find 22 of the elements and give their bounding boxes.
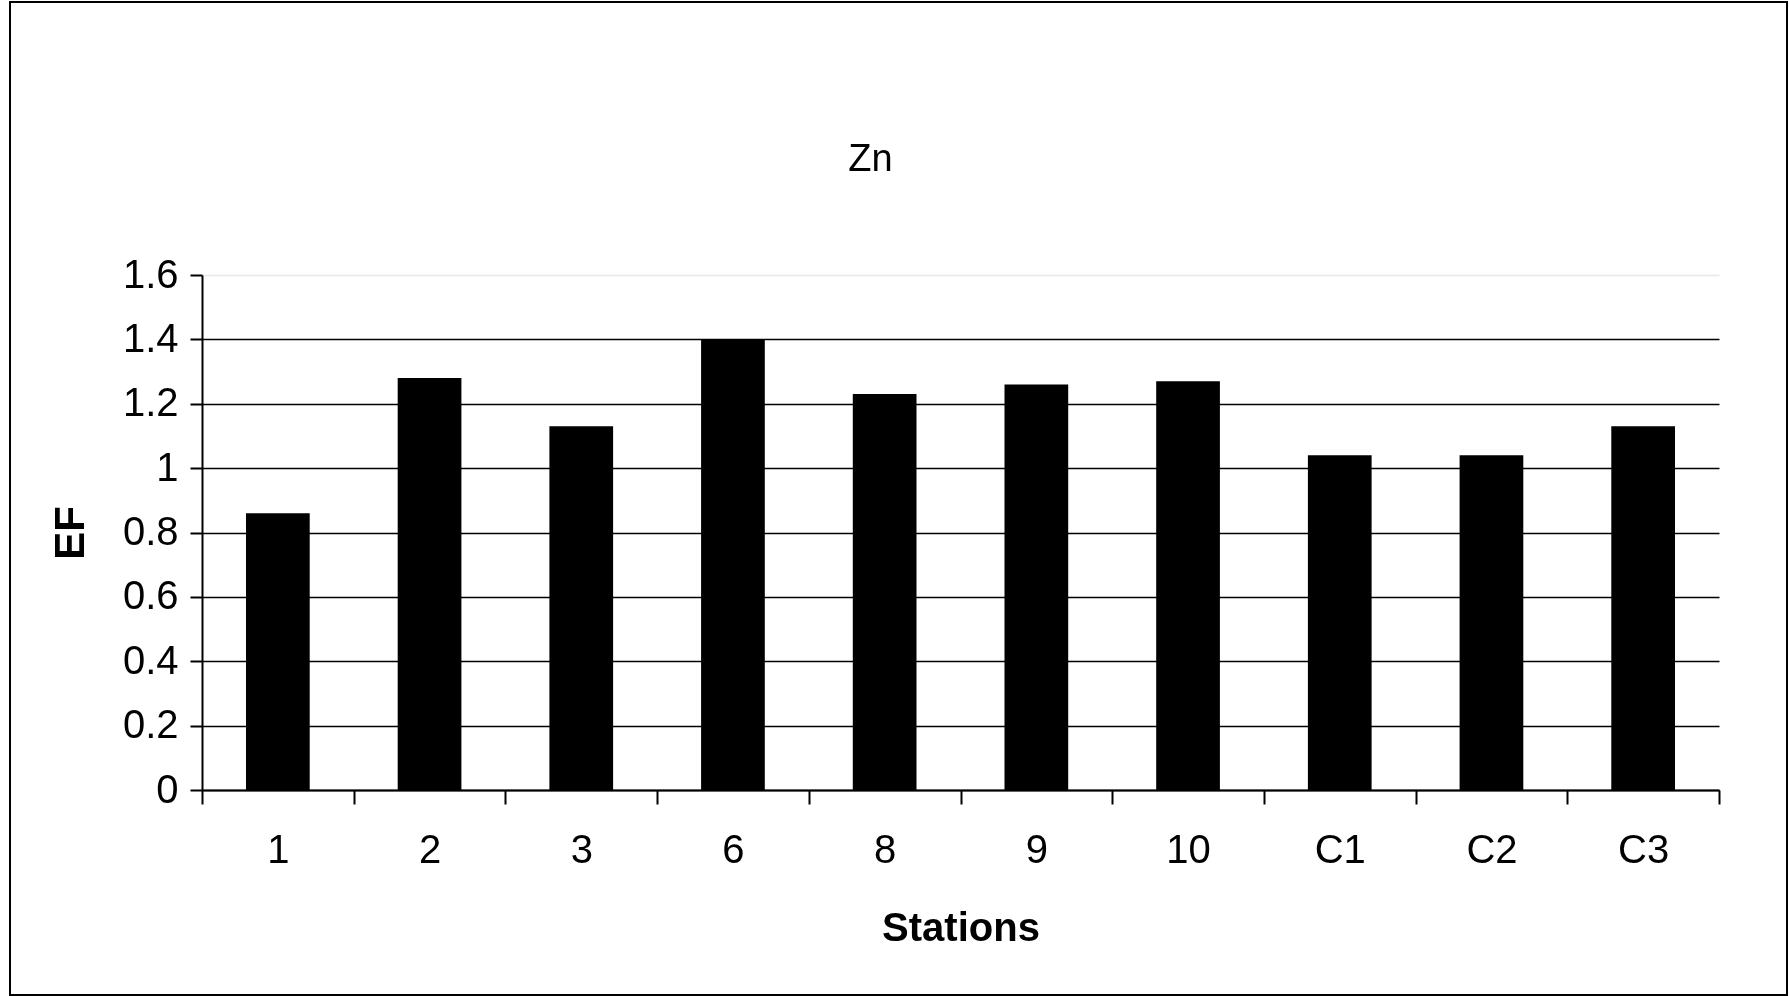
x-tick-label: 2 [418,826,442,871]
y-axis-title: EF [45,506,93,560]
chart-title: Zn [848,137,893,179]
y-tick-label: 0.6 [122,573,179,618]
x-tick-label: 3 [570,826,593,871]
x-tick-label: 1 [267,826,290,871]
x-tick-label: 8 [874,826,897,871]
y-tick-label: 1.4 [122,315,179,360]
y-tick-label: 1 [156,444,179,489]
y-tick-label: 1.2 [122,380,179,425]
y-tick-label: 0 [156,766,179,811]
y-tick-label: 0.8 [122,509,179,553]
x-tick-label: C2 [1466,826,1518,871]
y-tick-label: 0.2 [122,702,179,747]
x-tick-label: C3 [1618,826,1670,871]
y-tick-label: 0.4 [122,637,179,682]
y-tick-label: 1.6 [122,251,179,296]
x-tick-label: C1 [1314,826,1366,871]
x-tick-label: 6 [722,826,745,871]
x-tick-label: 10 [1166,826,1211,871]
x-axis-title: Stations [882,904,1040,949]
x-tick-label: 9 [1025,826,1048,871]
